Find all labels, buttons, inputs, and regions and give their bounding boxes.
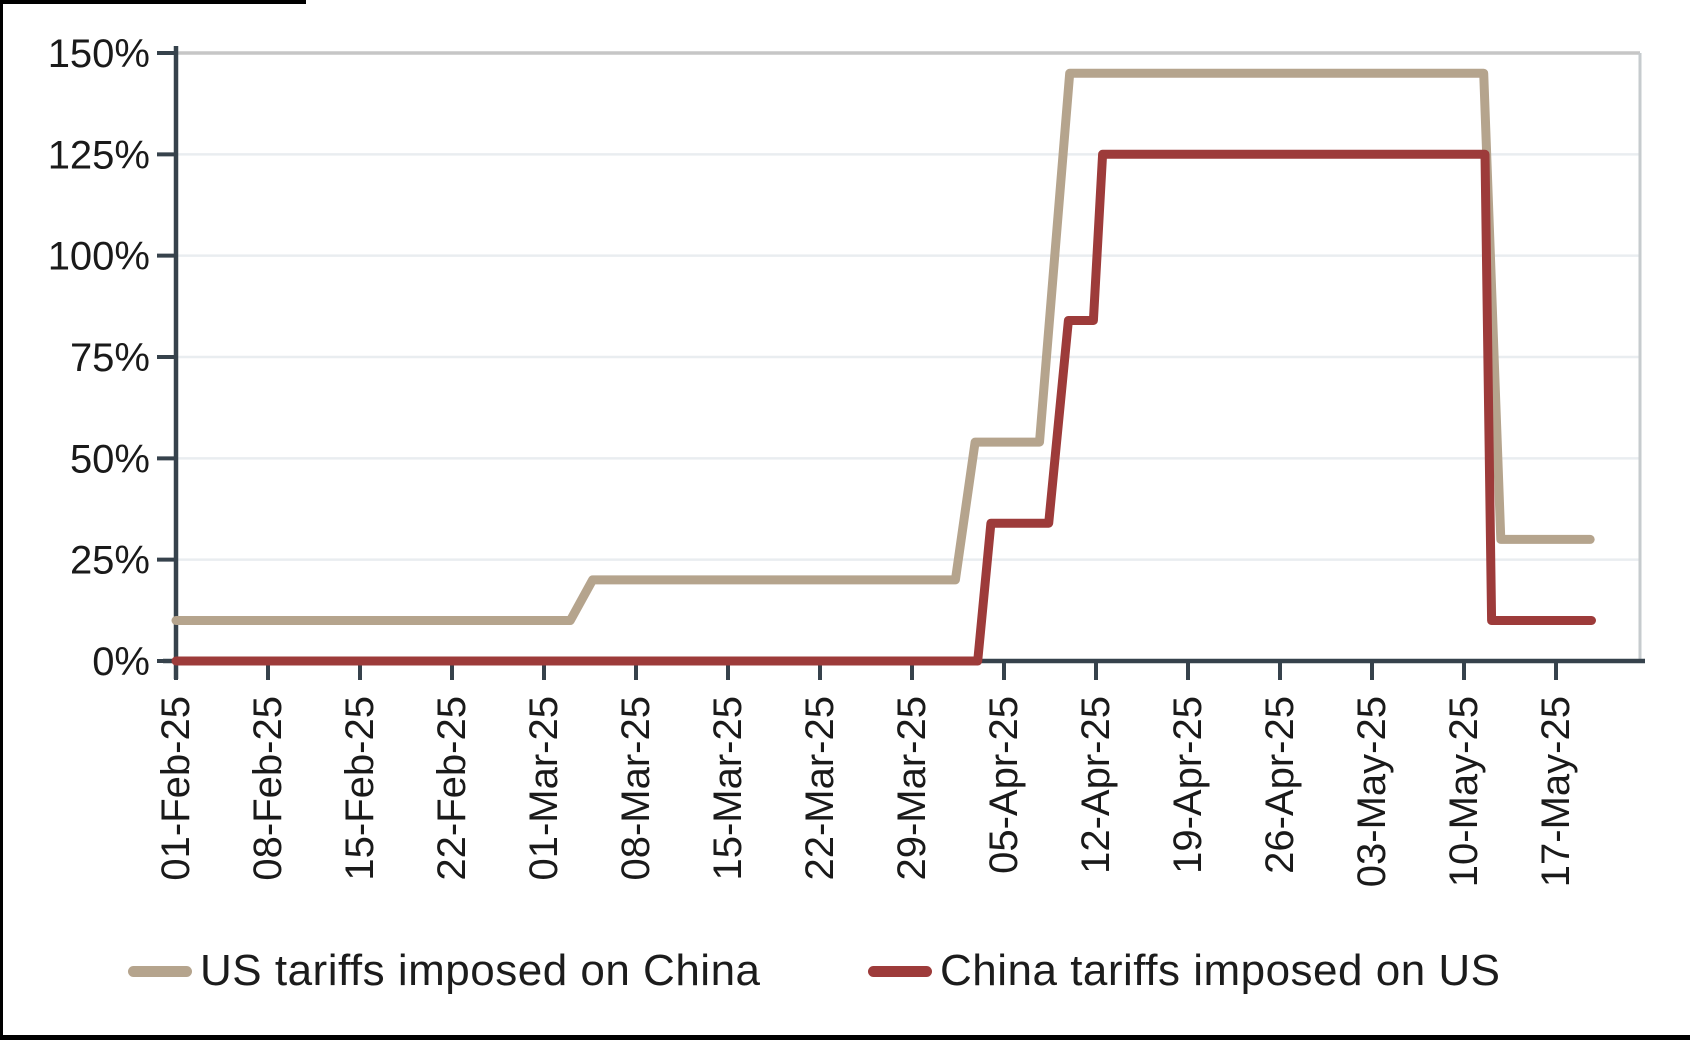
legend-label-china-tariffs: China tariffs imposed on US <box>940 946 1501 995</box>
legend-item-us-tariffs: US tariffs imposed on China <box>128 941 761 1001</box>
y-tick-label-100: 100% <box>48 235 150 279</box>
left-edge-artifact <box>0 0 3 1040</box>
top-edge-artifact <box>0 0 306 4</box>
bottom-edge-artifact <box>0 1035 1690 1040</box>
x-tick-label-5: 08-Mar-25 <box>614 696 658 881</box>
x-axis-tick-labels: 01-Feb-25 08-Feb-25 15-Feb-25 22-Feb-25 01-M… <box>154 696 1578 887</box>
legend-swatch-china-tariffs <box>868 965 932 977</box>
x-tick-label-13: 03-May-25 <box>1350 696 1394 887</box>
x-tick-label-4: 01-Mar-25 <box>522 696 566 881</box>
y-axis-tick-labels: 0% 25% 50% 75% 100% 125% 150% <box>48 32 150 684</box>
x-tick-label-6: 15-Mar-25 <box>706 696 750 881</box>
series-line-0 <box>171 68 1595 625</box>
gridlines <box>176 51 1640 561</box>
x-tick-label-14: 10-May-25 <box>1442 696 1486 887</box>
x-tick-label-15: 17-May-25 <box>1534 696 1578 887</box>
y-tick-label-150: 150% <box>48 32 150 76</box>
x-tick-label-2: 15-Feb-25 <box>338 696 382 881</box>
x-tick-label-11: 19-Apr-25 <box>1166 696 1210 874</box>
y-tick-label-25: 25% <box>70 539 150 583</box>
x-tick-label-9: 05-Apr-25 <box>982 696 1026 874</box>
y-tick-label-0: 0% <box>92 640 150 684</box>
x-tick-label-3: 22-Feb-25 <box>430 696 474 881</box>
x-tick-label-7: 22-Mar-25 <box>798 696 842 881</box>
x-tick-label-1: 08-Feb-25 <box>246 696 290 881</box>
axes-and-ticks <box>157 46 1645 680</box>
series-lines <box>171 68 1596 666</box>
y-tick-label-75: 75% <box>70 336 150 380</box>
y-tick-label-125: 125% <box>48 133 150 177</box>
x-tick-label-10: 12-Apr-25 <box>1074 696 1118 874</box>
x-tick-label-12: 26-Apr-25 <box>1258 696 1302 874</box>
legend-item-china-tariffs: China tariffs imposed on US <box>868 941 1501 1001</box>
legend-label-us-tariffs: US tariffs imposed on China <box>200 946 761 995</box>
x-tick-label-8: 29-Mar-25 <box>890 696 934 881</box>
series-line-1 <box>171 149 1596 666</box>
x-tick-label-0: 01-Feb-25 <box>154 696 198 881</box>
y-tick-label-50: 50% <box>70 437 150 481</box>
legend: US tariffs imposed on China China tariff… <box>0 941 1690 1001</box>
legend-swatch-us-tariffs <box>128 965 192 977</box>
